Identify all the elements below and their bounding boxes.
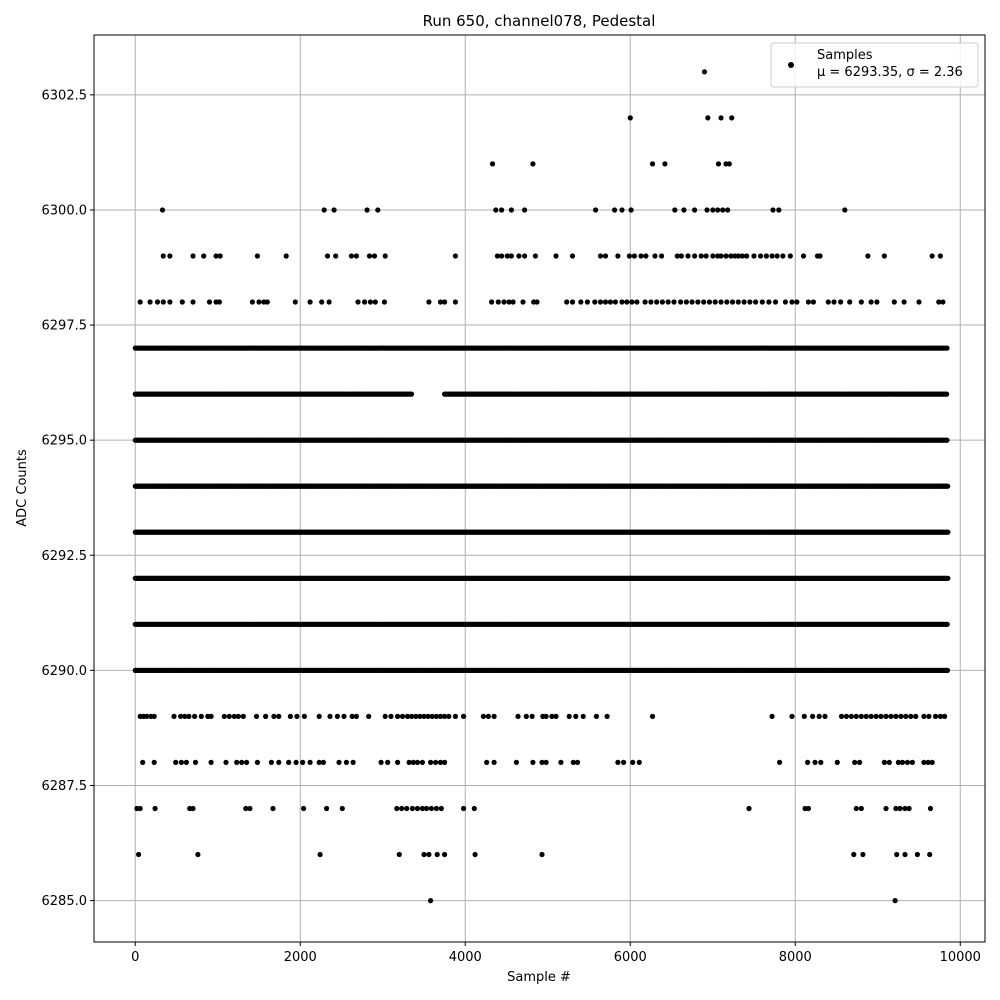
data-point: [944, 345, 950, 351]
data-point: [944, 437, 950, 443]
chart-title: Run 650, channel078, Pedestal: [423, 12, 656, 30]
data-points: [132, 69, 951, 904]
data-point: [408, 391, 415, 397]
data-point: [944, 391, 950, 397]
data-point: [945, 483, 951, 489]
data-point: [945, 529, 951, 535]
data-point: [945, 575, 951, 581]
